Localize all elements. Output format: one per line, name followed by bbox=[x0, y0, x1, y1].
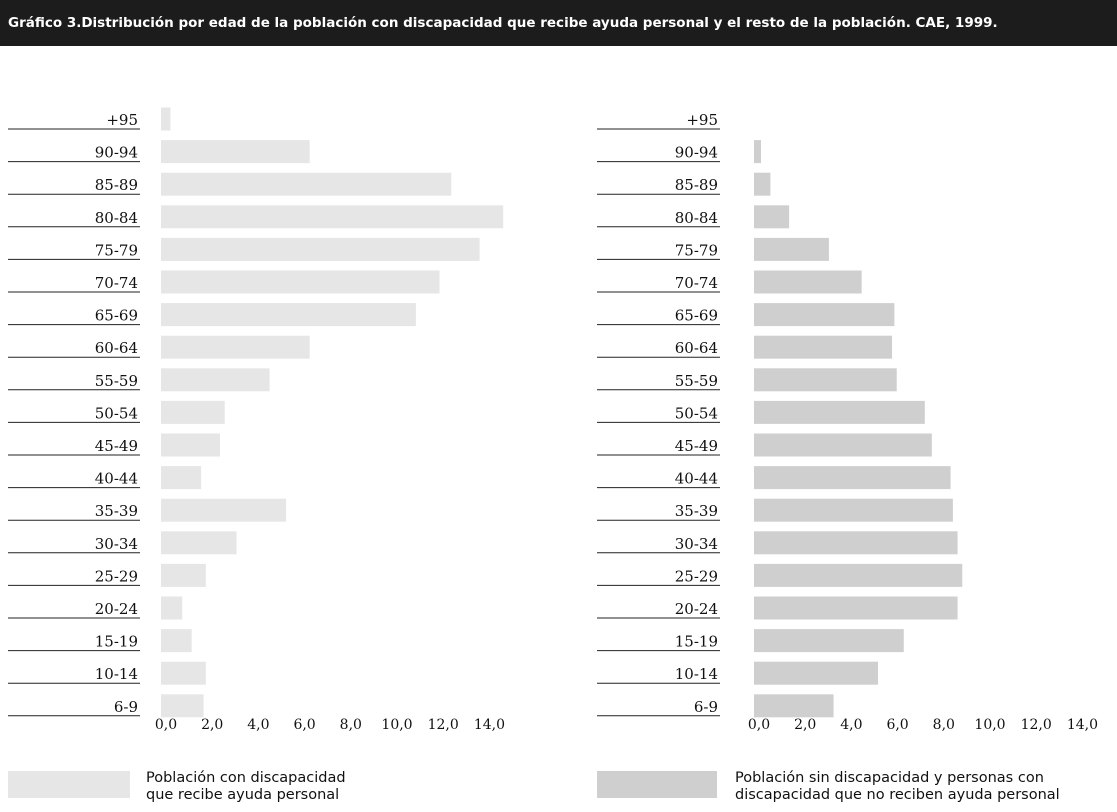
panel2-bar bbox=[754, 368, 897, 392]
panel2-bar bbox=[754, 661, 879, 685]
panel2-x-tick-label: 14,0 bbox=[1067, 717, 1098, 733]
panel2-bar bbox=[754, 172, 771, 196]
panel1-category-label: 10-14 bbox=[95, 665, 138, 683]
panel2-bar bbox=[754, 237, 829, 261]
panel1-category-label: 40-44 bbox=[95, 470, 138, 488]
panel1-bar bbox=[161, 335, 310, 359]
panel1-bar bbox=[161, 563, 206, 587]
panel1-category-label: 15-19 bbox=[95, 633, 138, 651]
panel2-legend-text: Población sin discapacidad y personas co… bbox=[735, 770, 1044, 786]
panel2-x-tick-label: 10,0 bbox=[974, 717, 1005, 733]
panel1-bar bbox=[161, 237, 480, 261]
panel1-bar bbox=[161, 107, 171, 131]
panel2-category-label: 80-84 bbox=[675, 209, 718, 227]
panel2-x-tick-label: 6,0 bbox=[886, 717, 908, 733]
panel2-bar bbox=[754, 205, 790, 229]
panel1-bar bbox=[161, 531, 237, 555]
panel1-x-tick-label: 0,0 bbox=[155, 717, 177, 733]
panel1-bar bbox=[161, 270, 440, 294]
panel1-legend-text: que recibe ayuda personal bbox=[146, 787, 339, 803]
panel1-x-tick-label: 6,0 bbox=[293, 717, 315, 733]
panel2-bar bbox=[754, 270, 862, 294]
panel1-bar bbox=[161, 694, 204, 718]
panel1-category-label: 20-24 bbox=[95, 600, 138, 618]
panel1-bar bbox=[161, 303, 416, 327]
panel1-x-tick-label: 14,0 bbox=[474, 717, 505, 733]
panel1-bar bbox=[161, 661, 206, 685]
panel1-category-label: +95 bbox=[106, 111, 138, 129]
panel2-bar bbox=[754, 531, 958, 555]
panel1-legend-swatch bbox=[8, 771, 130, 798]
panel2-bar bbox=[754, 498, 953, 522]
panel2-x-tick-label: 2,0 bbox=[794, 717, 816, 733]
panel2-category-label: 40-44 bbox=[675, 470, 718, 488]
panel2-category-label: 75-79 bbox=[675, 241, 718, 259]
panel1-bar bbox=[161, 498, 287, 522]
panel2-category-label: 6-9 bbox=[694, 698, 718, 716]
panel1-category-label: 55-59 bbox=[95, 372, 138, 390]
panel2-x-tick-label: 0,0 bbox=[748, 717, 770, 733]
panel2-x-tick-label: 8,0 bbox=[933, 717, 955, 733]
panel1-category-label: 60-64 bbox=[95, 339, 138, 357]
panel2-bar bbox=[754, 140, 762, 164]
panel2-x-tick-label: 4,0 bbox=[840, 717, 862, 733]
panel1-category-label: 75-79 bbox=[95, 241, 138, 259]
panel2-category-label: 30-34 bbox=[675, 535, 718, 553]
panel1-bar bbox=[161, 596, 183, 620]
panel1-x-tick-label: 8,0 bbox=[340, 717, 362, 733]
panel2-category-label: 85-89 bbox=[675, 176, 718, 194]
panel1-category-label: 50-54 bbox=[95, 404, 138, 422]
panel1-category-label: 30-34 bbox=[95, 535, 138, 553]
panel2-category-label: 65-69 bbox=[675, 307, 718, 325]
chart-title: Gráfico 3.Distribución por edad de la po… bbox=[0, 0, 1117, 46]
panel1-category-label: 90-94 bbox=[95, 144, 138, 162]
panel2-bar bbox=[754, 400, 925, 424]
panel1-category-label: 6-9 bbox=[114, 698, 138, 716]
panel1-bar bbox=[161, 140, 310, 164]
panel2-category-label: 70-74 bbox=[675, 274, 718, 292]
panel2-category-label: 10-14 bbox=[675, 665, 718, 683]
panel1-bar bbox=[161, 433, 220, 457]
panel1-bar bbox=[161, 466, 202, 490]
panel1-bar bbox=[161, 629, 192, 653]
panel1-legend-text: Población con discapacidad bbox=[146, 770, 346, 786]
panel2-x-tick-label: 12,0 bbox=[1021, 717, 1052, 733]
panel1-x-tick-label: 10,0 bbox=[381, 717, 412, 733]
panel2-bar bbox=[754, 303, 895, 327]
panel2-bar bbox=[754, 694, 834, 718]
panel1-category-label: 85-89 bbox=[95, 176, 138, 194]
panel1-bar bbox=[161, 172, 452, 196]
panel2-bar bbox=[754, 433, 932, 457]
panel2-bar bbox=[754, 596, 958, 620]
panel2-category-label: 15-19 bbox=[675, 633, 718, 651]
panel1-category-label: 70-74 bbox=[95, 274, 138, 292]
panel2-category-label: 45-49 bbox=[675, 437, 718, 455]
panel1-category-label: 45-49 bbox=[95, 437, 138, 455]
panel2-category-label: +95 bbox=[686, 111, 718, 129]
panel2-category-label: 60-64 bbox=[675, 339, 718, 357]
panel1-category-label: 25-29 bbox=[95, 567, 138, 585]
panel2-legend-text: discapacidad que no reciben ayuda person… bbox=[735, 787, 1060, 803]
panel1-x-tick-label: 12,0 bbox=[428, 717, 459, 733]
panel1-category-label: 65-69 bbox=[95, 307, 138, 325]
panel1-bar bbox=[161, 368, 270, 392]
panel2-bar bbox=[754, 466, 951, 490]
panel1-x-tick-label: 4,0 bbox=[247, 717, 269, 733]
panel2-category-label: 35-39 bbox=[675, 502, 718, 520]
panel2-category-label: 50-54 bbox=[675, 404, 718, 422]
panel2-category-label: 25-29 bbox=[675, 567, 718, 585]
panel2-category-label: 90-94 bbox=[675, 144, 718, 162]
panel1-category-label: 35-39 bbox=[95, 502, 138, 520]
panel2-bar bbox=[754, 335, 893, 359]
panel2-bar bbox=[754, 629, 904, 653]
panel1-bar bbox=[161, 400, 225, 424]
panel1-category-label: 80-84 bbox=[95, 209, 138, 227]
panel1-bar bbox=[161, 205, 504, 229]
panel2-category-label: 55-59 bbox=[675, 372, 718, 390]
panel2-category-label: 20-24 bbox=[675, 600, 718, 618]
panel2-bar bbox=[754, 563, 963, 587]
panel2-legend-swatch bbox=[597, 771, 717, 798]
panel1-x-tick-label: 2,0 bbox=[201, 717, 223, 733]
